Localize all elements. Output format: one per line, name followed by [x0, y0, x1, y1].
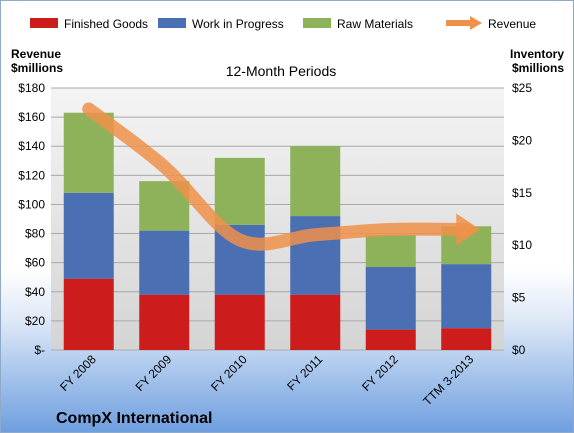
right-tick-label: $15 — [512, 186, 532, 200]
bar-finished-goods — [441, 328, 492, 350]
left-tick-label: $160 — [18, 110, 45, 124]
bar-finished-goods — [290, 294, 341, 350]
bar-finished-goods — [365, 329, 416, 350]
left-tick-label: $- — [34, 343, 45, 357]
left-axis-label-line2: $millions — [11, 61, 63, 75]
left-axis-label-line1: Revenue — [11, 47, 61, 61]
left-tick-label: $40 — [25, 285, 45, 299]
bar-raw-materials — [214, 157, 265, 225]
x-tick-label: FY 2009 — [133, 352, 175, 394]
right-tick-label: $5 — [512, 291, 526, 305]
left-tick-label: $180 — [18, 81, 45, 95]
bar-raw-materials — [365, 235, 416, 268]
bar-work-in-progress — [441, 264, 492, 329]
left-tick-label: $100 — [18, 197, 45, 211]
left-tick-label: $120 — [18, 168, 45, 182]
bar-finished-goods — [63, 278, 114, 350]
legend-swatch — [303, 18, 331, 28]
legend-swatch — [158, 18, 186, 28]
bar-work-in-progress — [365, 267, 416, 330]
legend-arrow-icon — [470, 16, 482, 30]
legend-label: Finished Goods — [64, 17, 148, 31]
legend-label: Raw Materials — [337, 17, 413, 31]
right-tick-label: $10 — [512, 238, 532, 252]
left-tick-label: $140 — [18, 139, 45, 153]
chart-title: 12-Month Periods — [226, 63, 337, 79]
company-name: CompX International — [56, 410, 212, 427]
bar-work-in-progress — [139, 230, 190, 295]
left-tick-label: $60 — [25, 256, 45, 270]
x-tick-label: TTM 3-2013 — [420, 352, 476, 408]
bar-finished-goods — [139, 294, 190, 350]
right-axis-label-line2: $millions — [512, 61, 564, 75]
right-tick-label: $0 — [512, 343, 526, 357]
x-tick-label: FY 2008 — [57, 352, 99, 394]
legend-label: Revenue — [488, 17, 536, 31]
x-tick-label: FY 2011 — [284, 352, 325, 393]
left-tick-label: $20 — [25, 314, 45, 328]
right-tick-label: $20 — [512, 133, 532, 147]
right-axis-label-line1: Inventory — [510, 47, 564, 61]
legend-swatch — [30, 18, 58, 28]
right-tick-label: $25 — [512, 81, 532, 95]
x-tick-label: FY 2010 — [208, 352, 250, 394]
bar-work-in-progress — [63, 192, 114, 279]
revenue-arrowhead — [456, 213, 481, 246]
x-tick-label: FY 2012 — [359, 352, 401, 394]
bar-finished-goods — [214, 294, 265, 350]
legend-label: Work in Progress — [192, 17, 284, 31]
bar-raw-materials — [290, 146, 341, 217]
left-tick-label: $80 — [25, 227, 45, 241]
revenue-line — [82, 102, 473, 251]
